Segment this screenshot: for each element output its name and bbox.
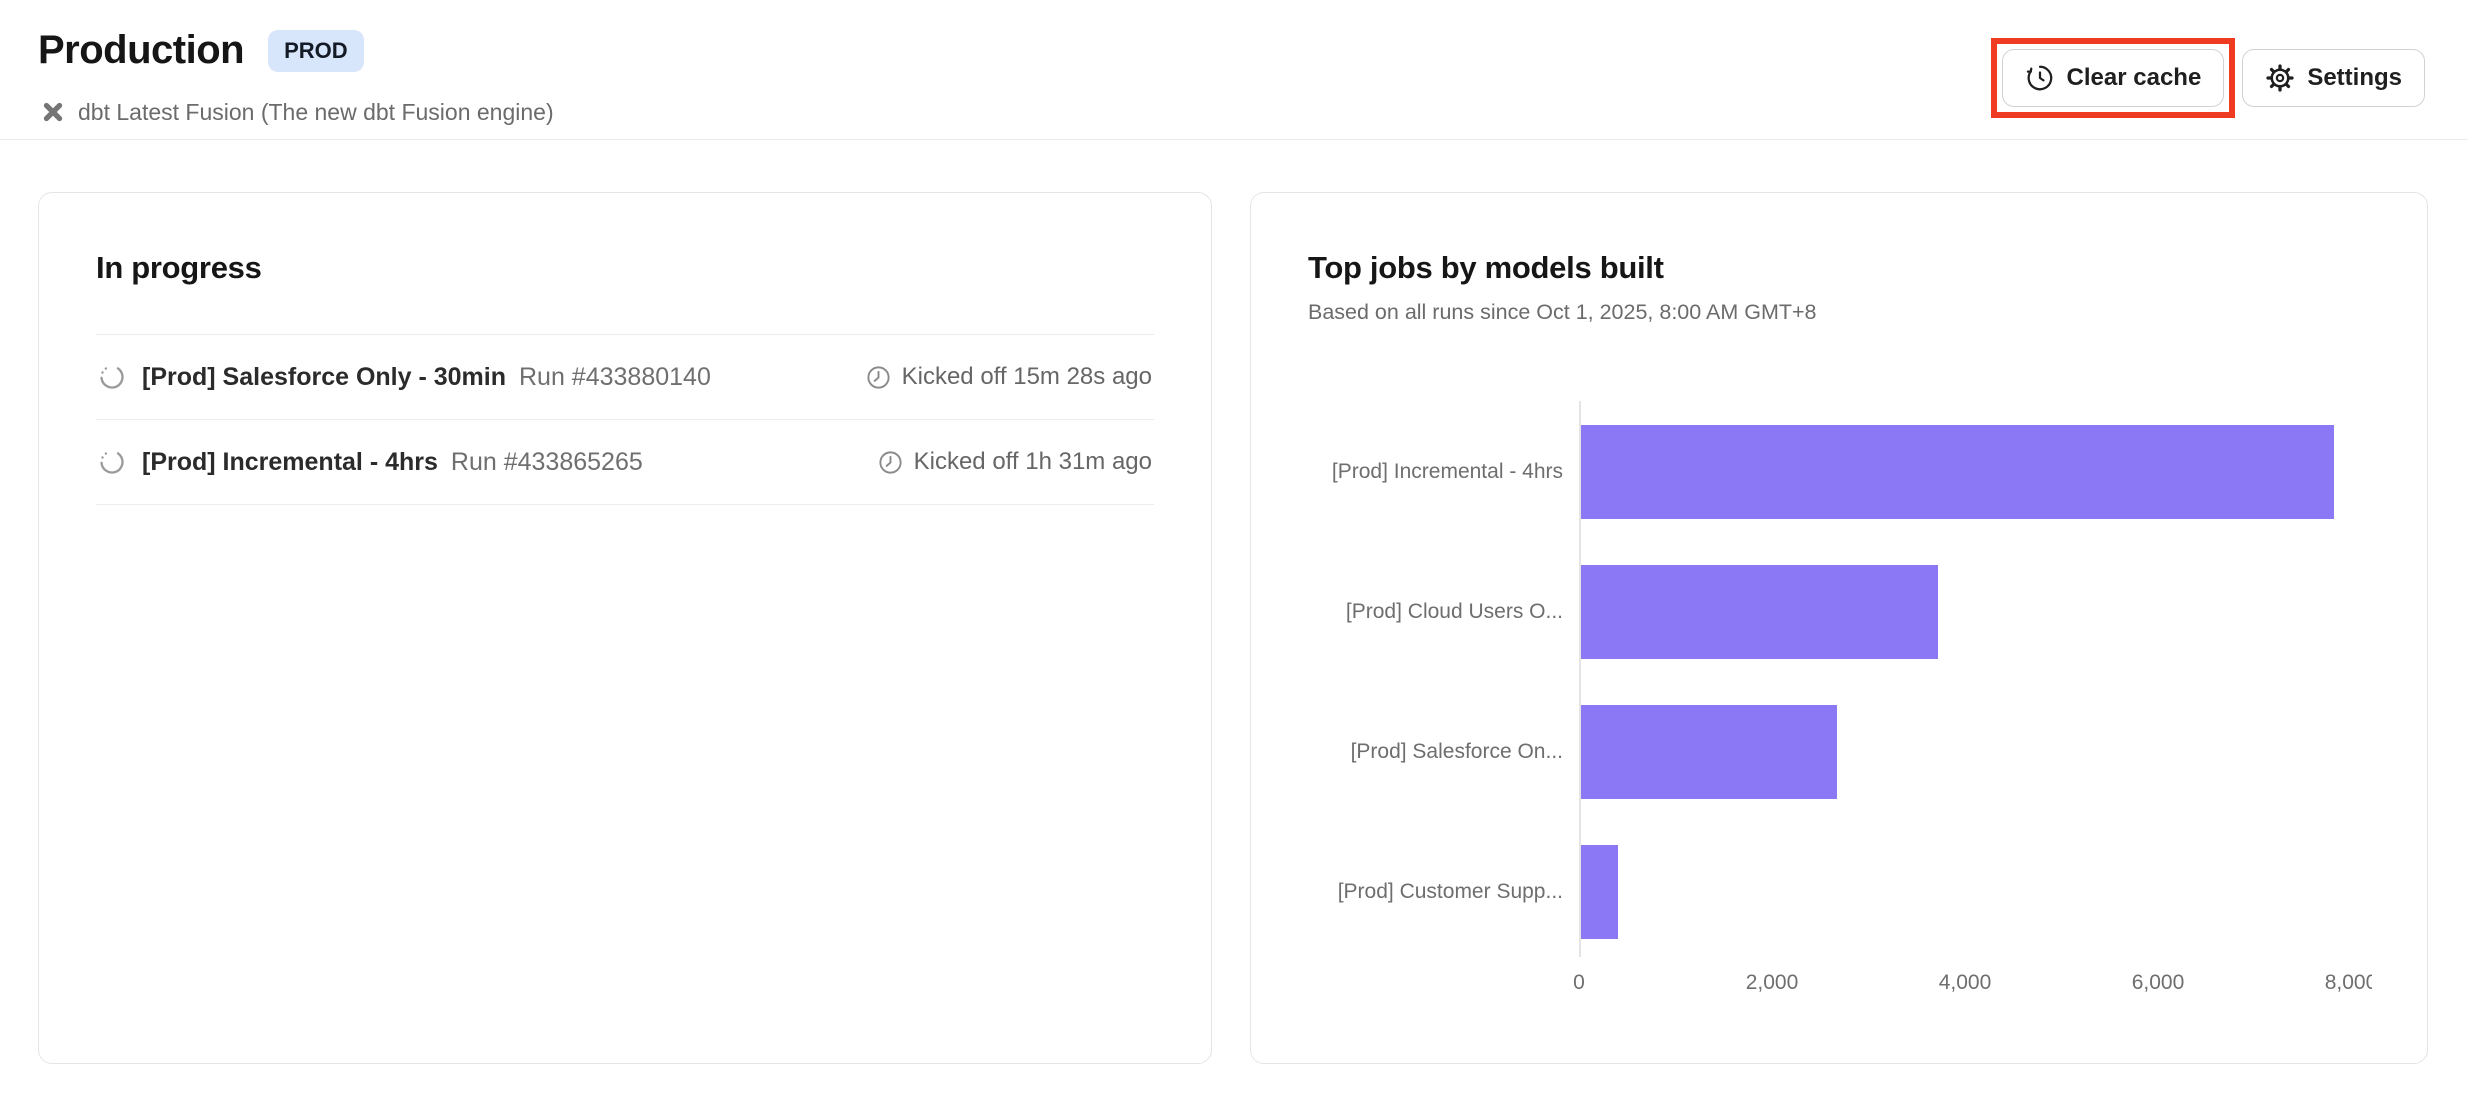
title-row: Production PROD <box>38 28 2425 73</box>
in-progress-list: [Prod] Salesforce Only - 30min Run #43388… <box>96 334 1154 505</box>
chart-y-axis-line <box>1579 401 1581 957</box>
kicked-off-status: Kicked off 15m 28s ago <box>865 363 1152 391</box>
clock-icon <box>865 364 892 391</box>
kicked-off-status: Kicked off 1h 31m ago <box>877 448 1152 476</box>
chart-x-tick-label: 4,000 <box>1938 971 1992 994</box>
run-number-link[interactable]: Run #433865265 <box>450 447 643 476</box>
annotation-highlight: Clear cache <box>1990 38 2236 118</box>
settings-label: Settings <box>2307 64 2402 91</box>
job-name-link[interactable]: [Prod] Incremental - 4hrs <box>142 447 438 476</box>
kicked-off-text: Kicked off 15m 28s ago <box>901 363 1152 390</box>
header-actions: Clear cache Settings <box>1990 38 2425 118</box>
history-clock-icon <box>2025 63 2055 93</box>
page-header: Production PROD dbt Latest Fusion (The n… <box>0 0 2468 127</box>
chart-category-label: [Prod] Salesforce On... <box>1350 740 1563 763</box>
environment-badge: PROD <box>268 29 364 72</box>
chart-category-label: [Prod] Incremental - 4hrs <box>1331 460 1563 483</box>
main-content: In progress [Prod] Salesforce Only - 30m… <box>38 192 2428 1064</box>
job-name-link[interactable]: [Prod] Salesforce Only - 30min <box>142 362 506 391</box>
chart-x-tick-label: 8,000 <box>2324 971 2372 994</box>
clear-cache-label: Clear cache <box>2066 64 2202 91</box>
chart-x-tick-label: 6,000 <box>2131 971 2185 994</box>
chart-bar[interactable] <box>1581 565 1938 659</box>
chart-bar[interactable] <box>1581 425 2334 519</box>
kicked-off-text: Kicked off 1h 31m ago <box>913 448 1152 475</box>
engine-subtitle: dbt Latest Fusion (The new dbt Fusion en… <box>78 98 554 125</box>
chart-bar[interactable] <box>1581 845 1618 939</box>
job-row: [Prod] Incremental - 4hrs Run #433865265 K… <box>96 420 1154 505</box>
chart-x-tick-label: 0 <box>1573 971 1585 994</box>
top-jobs-card: Top jobs by models built Based on all ru… <box>1250 192 2428 1064</box>
run-number-link[interactable]: Run #433880140 <box>519 362 711 391</box>
clock-icon <box>877 449 904 476</box>
job-row: [Prod] Salesforce Only - 30min Run #43388… <box>96 335 1154 420</box>
chart-title: Top jobs by models built <box>1308 250 1664 285</box>
in-progress-card: In progress [Prod] Salesforce Only - 30m… <box>38 192 1212 1064</box>
chart-category-label: [Prod] Cloud Users O... <box>1345 600 1563 623</box>
engine-subtitle-row: dbt Latest Fusion (The new dbt Fusion en… <box>38 97 2425 127</box>
chart-category-label: [Prod] Customer Supp... <box>1337 880 1563 903</box>
page-title: Production <box>38 28 245 72</box>
clear-cache-button[interactable]: Clear cache <box>2001 49 2225 107</box>
chart-subtitle: Based on all runs since Oct 1, 2025, 8:0… <box>1308 300 1817 324</box>
chart-bar[interactable] <box>1581 705 1837 799</box>
header-divider <box>0 139 2468 140</box>
in-progress-title: In progress <box>96 250 262 285</box>
gear-icon <box>2265 63 2295 93</box>
models-built-bar-chart: [Prod] Incremental - 4hrs [Prod] Cloud Us… <box>1308 393 2372 1001</box>
dbt-logo-icon <box>38 97 68 127</box>
running-spinner-icon <box>98 363 126 391</box>
settings-button[interactable]: Settings <box>2242 49 2425 107</box>
chart-x-tick-label: 2,000 <box>1745 971 1799 994</box>
running-spinner-icon <box>98 448 126 476</box>
